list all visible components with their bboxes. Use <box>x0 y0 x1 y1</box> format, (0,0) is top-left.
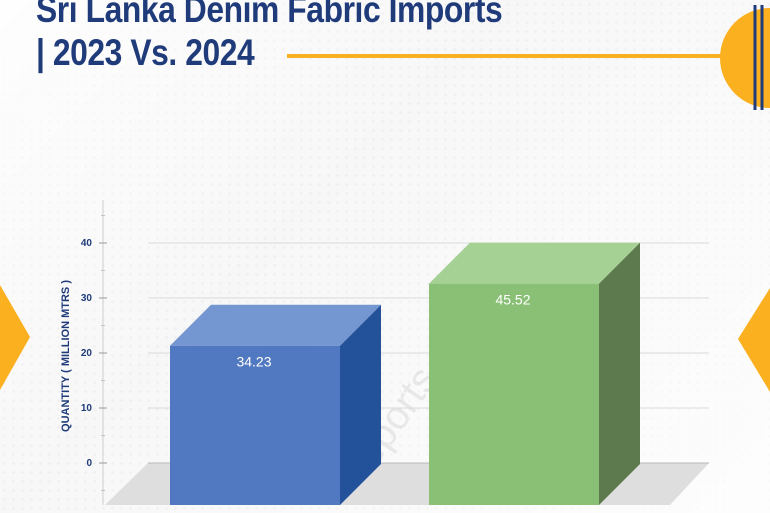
bar-2024: 45.52 <box>429 242 640 505</box>
left-accent-arrow <box>0 285 30 390</box>
y-axis-ticks: 0 10 20 30 40 <box>81 238 107 469</box>
bar-top-2024 <box>429 242 640 284</box>
bar-top-2023 <box>170 304 381 346</box>
chart-title-line-1: Sri Lanka Denim Fabric Imports <box>36 0 503 30</box>
right-accent-arrow <box>738 288 770 392</box>
chart-title-line-2: | 2023 Vs. 2024 <box>36 32 255 74</box>
bar-2023: 34.23 <box>170 304 381 505</box>
y-tick-label: 40 <box>81 238 93 249</box>
bar-front-2023 <box>170 345 340 505</box>
y-tick-label: 20 <box>81 348 93 359</box>
y-tick-label: 10 <box>81 403 93 414</box>
bars: 34.23 45.52 <box>170 242 640 505</box>
y-tick-label: 0 <box>86 458 92 469</box>
data-label-2023: 34.23 <box>236 354 271 370</box>
y-tick-label: 30 <box>81 293 93 304</box>
chart-title: Sri Lanka Denim Fabric Imports | 2023 Vs… <box>36 0 503 75</box>
bar-front-2024 <box>429 283 599 505</box>
bar-side-2023 <box>340 304 381 505</box>
y-axis-label: QUANTITY ( MILLION MTRS ) <box>60 280 72 432</box>
data-label-2024: 45.52 <box>495 292 530 308</box>
accent-circle <box>720 8 770 108</box>
bar-side-2024 <box>599 242 640 505</box>
